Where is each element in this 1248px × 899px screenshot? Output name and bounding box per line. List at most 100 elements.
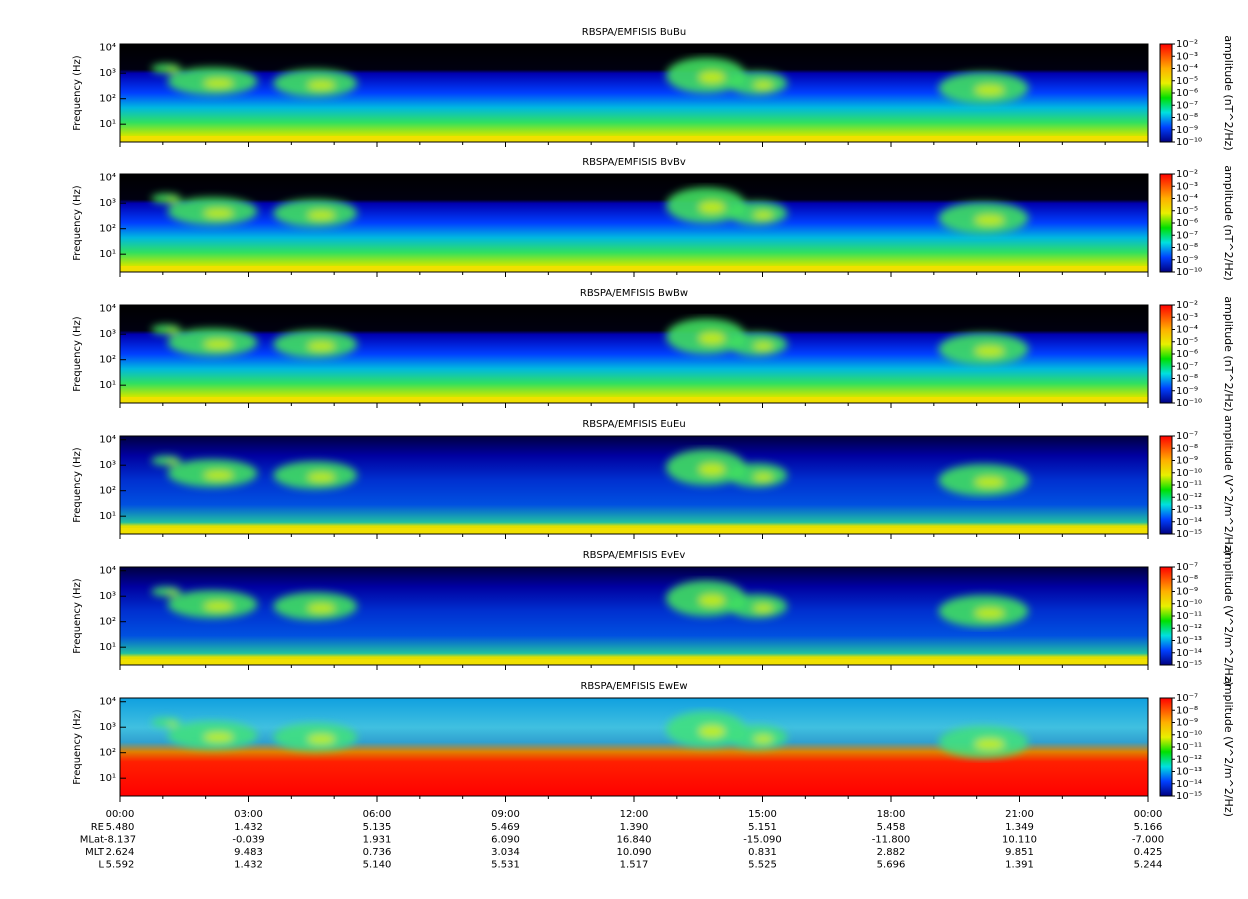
y-tick-label: 10²: [99, 224, 116, 235]
colorbar-tick-label: 10⁻²: [1176, 39, 1198, 50]
ephemeris-value: 3.034: [491, 847, 520, 858]
colorbar-tick-label: 10⁻¹²: [1176, 623, 1202, 634]
y-tick-label: 10⁴: [99, 43, 116, 54]
emission-core: [203, 208, 234, 218]
y-axis-label: Frequency (Hz): [72, 578, 83, 654]
colorbar-label-clip: amplitude (V^2/m^2/Hz): [1222, 546, 1235, 686]
emission-core: [203, 78, 234, 88]
colorbar-tick-label: 10⁻²: [1176, 169, 1198, 180]
ephemeris-value: 1.517: [620, 860, 649, 871]
colorbar-tick-label: 10⁻⁶: [1176, 349, 1198, 360]
ephemeris-value: 10.110: [1002, 835, 1037, 846]
x-tick-label: 06:00: [363, 809, 392, 820]
emission-core: [698, 332, 726, 345]
ephemeris-value: 2.882: [877, 847, 906, 858]
low-band: [120, 136, 1148, 142]
colorbar-tick-label: 10⁻¹⁵: [1176, 660, 1202, 671]
ephemeris-value: 0.425: [1134, 847, 1163, 858]
emission-core: [203, 732, 234, 742]
y-tick-label: 10²: [99, 748, 116, 759]
colorbar-label: amplitude (V^2/m^2/Hz): [1222, 677, 1235, 817]
colorbar-tick-label: 10⁻¹³: [1176, 636, 1202, 647]
ephemeris-name: MLT: [85, 847, 105, 858]
ephemeris-value: -11.800: [872, 835, 911, 846]
emission-core: [974, 214, 1005, 226]
y-tick-label: 10⁴: [99, 697, 116, 708]
colorbar-tick-label: 10⁻¹⁰: [1176, 468, 1202, 479]
emission-core: [698, 201, 726, 214]
colorbar-tick-label: 10⁻⁶: [1176, 88, 1198, 99]
spectrogram-features: [151, 57, 1029, 105]
colorbar-tick-label: 10⁻⁷: [1176, 361, 1198, 372]
ephemeris-value: 5.531: [491, 860, 520, 871]
emission-core: [698, 71, 726, 84]
y-tick-label: 10³: [99, 722, 116, 733]
colorbar-tick-label: 10⁻⁵: [1176, 337, 1198, 348]
colorbar-tick-label: 10⁻⁶: [1176, 218, 1198, 229]
colorbar-tick-label: 10⁻¹²: [1176, 492, 1202, 503]
ephemeris-value: -8.137: [104, 835, 136, 846]
y-axis-label: Frequency (Hz): [72, 55, 83, 131]
colorbar: [1159, 304, 1173, 404]
y-tick-label: 10³: [99, 460, 116, 471]
colorbar-tick-label: 10⁻⁷: [1176, 230, 1198, 241]
y-tick-label: 10¹: [99, 511, 116, 522]
emission-core: [307, 210, 336, 220]
colorbar-tick-label: 10⁻⁸: [1176, 243, 1198, 254]
colorbar-tick-label: 10⁻⁴: [1176, 325, 1198, 336]
emission: [151, 455, 182, 466]
y-tick-label: 10³: [99, 591, 116, 602]
emission-core: [307, 734, 336, 744]
colorbar-tick-label: 10⁻⁷: [1176, 693, 1198, 704]
colorbar-tick-label: 10⁻¹⁵: [1176, 791, 1202, 802]
emission: [151, 324, 182, 335]
y-tick-label: 10³: [99, 329, 116, 340]
ephemeris-value: 16.840: [617, 835, 652, 846]
x-tick-label: 21:00: [1005, 809, 1034, 820]
emission-core: [753, 604, 774, 613]
emission-core: [753, 211, 774, 220]
colorbar-tick-label: 10⁻⁹: [1176, 386, 1198, 397]
ephemeris-value: 1.432: [234, 860, 263, 871]
emission-core: [698, 725, 726, 738]
emission-core: [753, 473, 774, 482]
y-tick-label: 10²: [99, 617, 116, 628]
colorbar-tick-label: 10⁻³: [1176, 181, 1198, 192]
emission-core: [307, 472, 336, 482]
ephemeris-value: -0.039: [232, 835, 264, 846]
colorbar-tick-label: 10⁻¹⁰: [1176, 267, 1202, 278]
y-tick-label: 10³: [99, 198, 116, 209]
ephemeris-value: 5.696: [877, 860, 906, 871]
emission-core: [167, 329, 178, 334]
colorbar-tick-label: 10⁻³: [1176, 312, 1198, 323]
colorbar-tick-label: 10⁻⁸: [1176, 113, 1198, 124]
ephemeris-value: 9.851: [1005, 847, 1034, 858]
ephemeris-name: L: [98, 860, 104, 871]
ephemeris-value: 1.349: [1005, 822, 1034, 833]
x-tick-label: 00:00: [1134, 809, 1163, 820]
y-tick-label: 10⁴: [99, 304, 116, 315]
ephemeris-value: 5.151: [748, 822, 777, 833]
ephemeris-name: RE: [91, 822, 104, 833]
colorbar-tick-label: 10⁻⁸: [1176, 705, 1198, 716]
colorbar-tick-label: 10⁻¹²: [1176, 754, 1202, 765]
ephemeris-value: 5.135: [363, 822, 392, 833]
emission-core: [167, 591, 178, 596]
y-axis-label: Frequency (Hz): [72, 447, 83, 523]
ephemeris-value: 0.736: [363, 847, 392, 858]
emission-core: [167, 68, 178, 73]
colorbar-tick-label: 10⁻¹⁰: [1176, 599, 1202, 610]
emission-core: [753, 81, 774, 90]
ephemeris-value: 1.931: [363, 835, 392, 846]
colorbar: [1159, 566, 1173, 666]
colorbar-tick-label: 10⁻¹¹: [1176, 611, 1202, 622]
colorbar-tick-label: 10⁻¹⁵: [1176, 529, 1202, 540]
low-band: [120, 397, 1148, 403]
colorbar-tick-label: 10⁻⁷: [1176, 100, 1198, 111]
spectrogram-features: [151, 449, 1029, 497]
colorbar-label: amplitude (V^2/m^2/Hz): [1222, 415, 1235, 555]
colorbar-tick-label: 10⁻²: [1176, 300, 1198, 311]
panel-title: RBSPA/EMFISIS EuEu: [582, 419, 685, 430]
ephemeris-value: 5.469: [491, 822, 520, 833]
ephemeris-value: 6.090: [491, 835, 520, 846]
